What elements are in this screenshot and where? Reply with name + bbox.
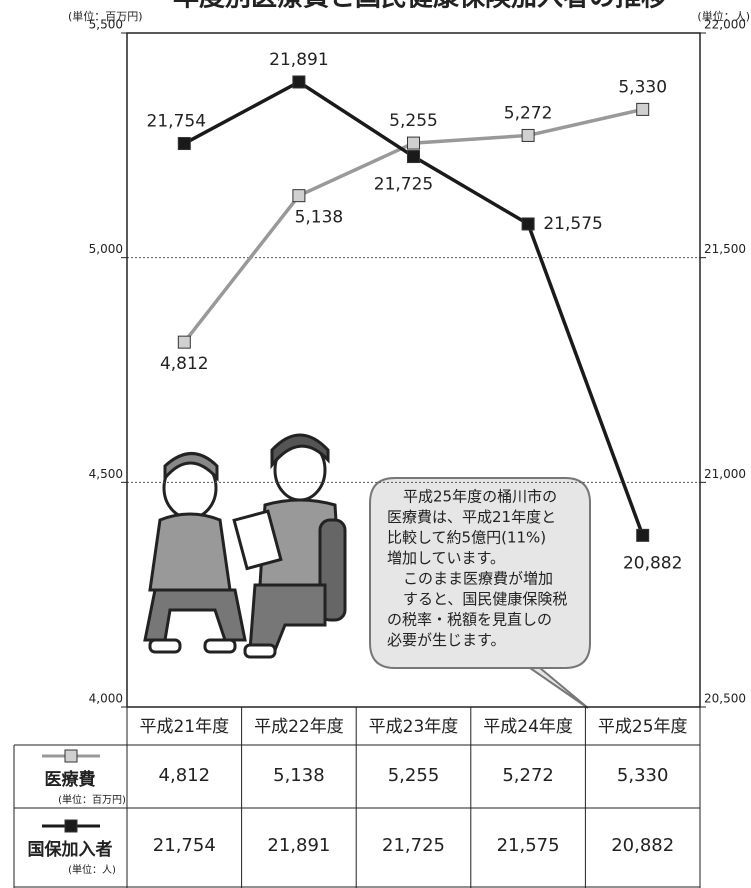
table-value: 5,272 [502,765,554,786]
marker [408,151,420,163]
chart: 年度別医療費と国民健康保険加入者の推移 (単位：百万円) (単位：人) 平成25… [0,0,751,888]
marker [522,218,534,230]
marker [637,103,649,115]
y2-tick-label: 22,000 [704,18,746,32]
data-label: 5,272 [504,103,553,123]
data-label: 20,882 [623,553,682,573]
data-label: 5,255 [389,111,438,131]
annotation-line: の税率・税額を見直しの [387,611,552,629]
table-value: 5,138 [273,765,325,786]
annotation-line: 増加しています。 [387,549,505,567]
y-tick-label: 4,000 [89,692,123,706]
x-tick-label: 平成21年度 [139,717,229,737]
chart-title: 年度別医療費と国民健康保険加入者の推移 [173,0,667,13]
data-label: 21,754 [147,112,206,132]
table-value: 5,330 [617,765,669,786]
legend-label: 医療費 [45,769,96,790]
legend-marker [65,820,77,832]
table-value: 5,255 [388,765,440,786]
table-value: 21,891 [267,835,330,856]
table-value: 4,812 [159,765,211,786]
x-tick-label: 平成22年度 [254,717,344,737]
annotation-line: 医療費は、平成21年度と [387,508,556,526]
data-label: 21,575 [543,214,602,234]
legend-unit: (単位：百万円) [58,793,126,806]
annotation-line: すると、国民健康保険税 [403,590,567,608]
y2-tick-label: 21,500 [704,242,746,256]
table-value: 21,754 [153,835,216,856]
data-label: 5,330 [618,77,667,97]
y2-tick-label: 20,500 [704,692,746,706]
marker [178,336,190,348]
marker [522,129,534,141]
y-tick-label: 5,000 [89,242,123,256]
y2-tick-label: 21,000 [704,467,746,481]
marker [178,138,190,150]
marker [293,190,305,202]
annotation-line: このまま医療費が増加 [403,570,553,588]
legend-marker [65,750,77,762]
annotation-line: 必要が生じます。 [387,631,506,649]
x-tick-label: 平成25年度 [598,717,688,737]
marker [408,137,420,149]
data-label: 21,725 [374,175,433,195]
x-tick-label: 平成24年度 [483,717,573,737]
legend-unit: (単位：人) [68,863,116,876]
illustration [145,435,345,657]
annotation-line: 比較して約5億円(11%) [387,529,546,547]
y-tick-label: 4,500 [89,467,123,481]
table-value: 20,882 [611,835,674,856]
table-value: 21,725 [382,835,445,856]
table-value: 21,575 [497,835,560,856]
series-line [184,82,642,535]
data-label: 5,138 [295,208,344,228]
x-tick-label: 平成23年度 [369,717,459,737]
annotation-line: 平成25年度の桶川市の [403,488,557,506]
data-label: 21,891 [269,50,328,70]
data-label: 4,812 [160,354,209,374]
y-tick-label: 5,500 [89,18,123,32]
marker [293,76,305,88]
legend-label: 国保加入者 [28,839,113,860]
marker [637,529,649,541]
